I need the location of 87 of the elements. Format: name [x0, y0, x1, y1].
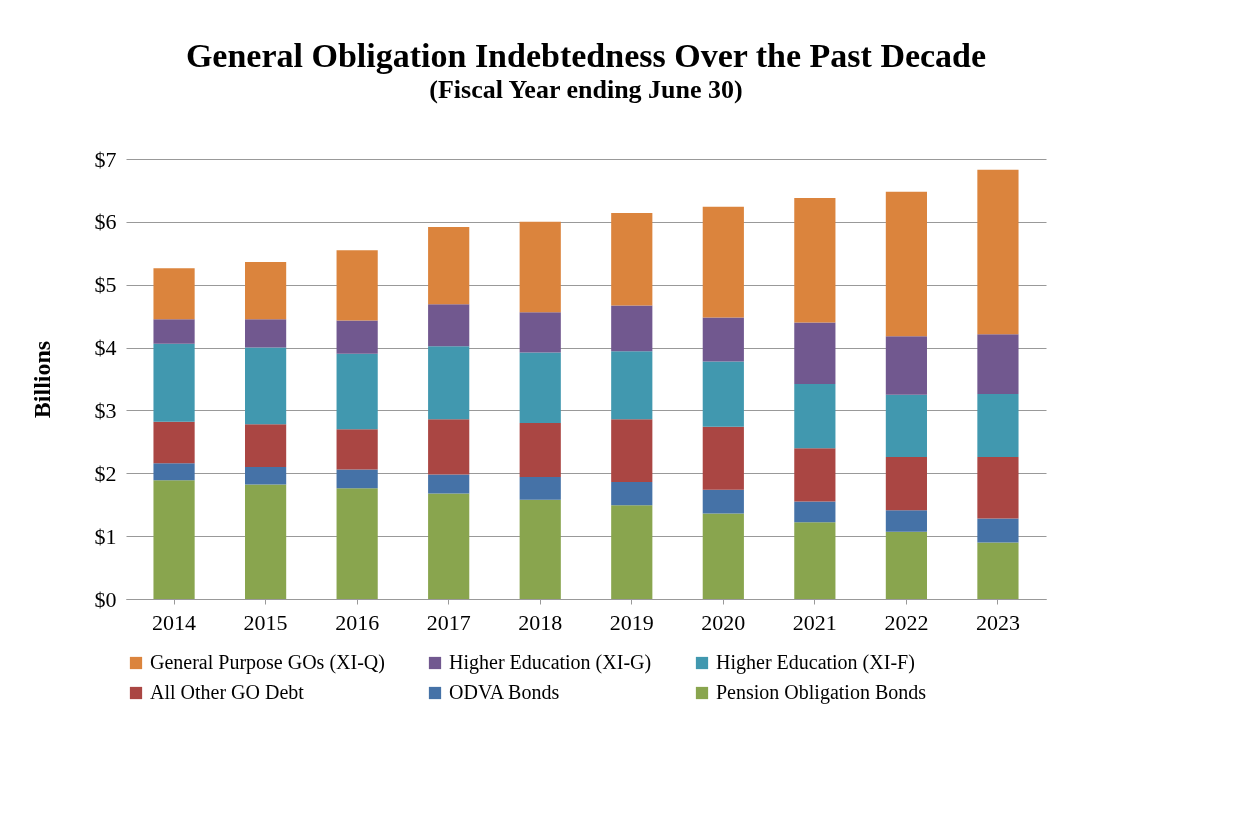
bar: [153, 421, 195, 464]
bar: [153, 319, 195, 344]
bar: [977, 394, 1019, 457]
bar: [245, 467, 287, 485]
bar: [245, 319, 287, 348]
x-tick-label: 2019: [609, 609, 654, 635]
bar: [885, 336, 927, 395]
bar: [428, 346, 470, 420]
y-tick-label: $2: [94, 460, 117, 486]
bar: [336, 320, 378, 354]
bar: [977, 542, 1019, 599]
bar: [245, 484, 287, 599]
bar: [428, 474, 470, 494]
bar: [428, 493, 470, 599]
bar: [245, 262, 287, 320]
bar: [885, 531, 927, 599]
bar: [885, 394, 927, 457]
bar: [977, 334, 1019, 395]
bar: [794, 322, 836, 385]
bar: [428, 304, 470, 347]
y-tick-label: $6: [94, 209, 117, 235]
bar: [977, 169, 1019, 335]
bar: [428, 226, 470, 305]
bar: [336, 469, 378, 489]
bar: [885, 191, 927, 337]
y-axis-title: Billions: [28, 340, 55, 419]
bar: [702, 206, 744, 318]
bar: [611, 213, 653, 306]
chart-title: General Obligation Indebtedness Over the Past Decade: [185, 37, 987, 74]
x-tick-label: 2021: [792, 609, 837, 635]
bar: [245, 424, 287, 467]
bar: [336, 429, 378, 470]
bar: [519, 423, 561, 478]
bar: [153, 268, 195, 320]
bar: [153, 463, 195, 481]
bar: [153, 480, 195, 599]
chart-subtitle: (Fiscal Year ending June 30): [429, 75, 743, 104]
bar: [794, 197, 836, 323]
bar: [794, 384, 836, 449]
bar: [245, 347, 287, 425]
bar: [611, 419, 653, 483]
legend-label: Higher Education (XI-F): [716, 651, 915, 674]
x-tick-label: 2023: [975, 609, 1020, 635]
bar: [519, 499, 561, 599]
bar: [794, 522, 836, 599]
x-tick-label: 2015: [243, 609, 288, 635]
y-tick-label: $3: [94, 397, 117, 423]
bar: [611, 482, 653, 506]
bar: [977, 518, 1019, 543]
bar: [885, 510, 927, 532]
y-tick-label: $0: [94, 586, 117, 612]
bar: [428, 419, 470, 475]
bar: [519, 221, 561, 313]
x-tick-label: 2018: [518, 609, 563, 635]
bar: [702, 317, 744, 362]
legend-label: Higher Education (XI-G): [449, 651, 652, 674]
bar: [336, 250, 378, 321]
bar: [153, 343, 195, 422]
bar: [336, 353, 378, 430]
x-tick-label: 2014: [152, 609, 197, 635]
y-tick-label: $4: [94, 335, 117, 361]
x-tick-label: 2020: [701, 609, 746, 635]
bar: [611, 505, 653, 599]
x-tick-label: 2022: [884, 609, 929, 635]
legend-label: ODVA Bonds: [449, 681, 560, 703]
legend-label: General Purpose GOs (XI-Q): [150, 651, 385, 674]
bar: [702, 361, 744, 427]
bar: [336, 488, 378, 599]
bar: [702, 513, 744, 599]
y-tick-label: $1: [94, 523, 117, 549]
bar: [519, 352, 561, 423]
bar: [519, 477, 561, 500]
bar: [977, 456, 1019, 519]
legend-label: All Other GO Debt: [150, 681, 305, 703]
y-tick-label: $5: [94, 272, 117, 298]
bar: [611, 351, 653, 420]
bar: [794, 448, 836, 502]
y-tick-label: $7: [94, 146, 117, 172]
bar: [885, 456, 927, 511]
bar: [794, 501, 836, 523]
bar: [702, 489, 744, 514]
legend-label: Pension Obligation Bonds: [716, 681, 927, 704]
bar: [611, 305, 653, 352]
bar: [519, 312, 561, 353]
x-tick-label: 2016: [335, 609, 380, 635]
bar: [702, 426, 744, 490]
x-tick-label: 2017: [426, 609, 471, 635]
